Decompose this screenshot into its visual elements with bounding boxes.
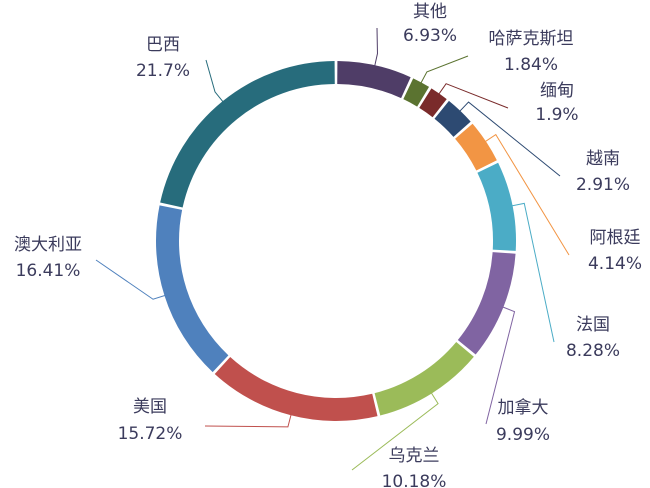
donut-slice-0: [337, 61, 411, 99]
slice-percent-label: 1.84%: [504, 55, 558, 75]
slice-name-label: 美国: [133, 397, 167, 417]
leader-line-7: [351, 391, 439, 471]
slice-name-label: 其他: [413, 2, 447, 22]
leader-line-9: [95, 259, 167, 300]
slice-percent-label: 16.41%: [16, 261, 81, 281]
slice-percent-label: 6.93%: [403, 26, 457, 46]
leader-line-2: [437, 83, 509, 109]
leader-line-6: [485, 306, 516, 425]
slice-name-label: 乌克兰: [389, 446, 440, 466]
slice-percent-label: 2.91%: [576, 175, 630, 195]
leader-lines-layer: [95, 27, 570, 471]
slice-percent-label: 8.28%: [566, 341, 620, 361]
donut-slice-2: [419, 88, 447, 118]
slice-percent-label: 15.72%: [118, 424, 183, 444]
leader-line-8: [204, 413, 292, 428]
donut-slice-3: [434, 100, 471, 137]
slice-name-label: 缅甸: [540, 81, 574, 101]
slice-percent-label: 4.14%: [588, 254, 642, 274]
slice-name-label: 阿根廷: [590, 228, 641, 248]
donut-slice-10: [160, 61, 335, 208]
leader-line-4: [483, 133, 570, 256]
slice-name-label: 澳大利亚: [14, 235, 82, 255]
slice-name-label: 哈萨克斯坦: [489, 29, 574, 49]
donut-slice-4: [455, 123, 497, 171]
slice-percent-label: 21.7%: [136, 61, 190, 81]
slice-name-label: 越南: [586, 149, 620, 169]
leader-line-5: [510, 202, 555, 343]
slice-percent-label: 9.99%: [496, 425, 550, 445]
donut-slice-6: [457, 252, 516, 355]
donut-slice-1: [403, 78, 430, 107]
leader-line-1: [419, 55, 469, 85]
donut-slice-9: [155, 205, 229, 373]
donut-slice-5: [477, 162, 516, 251]
leader-line-10: [205, 59, 225, 104]
slice-percent-label: 10.18%: [382, 472, 447, 488]
donut-slice-7: [374, 341, 474, 416]
leader-line-3: [458, 101, 561, 177]
donut-slice-8: [214, 357, 378, 421]
slices-layer: [155, 61, 516, 421]
slice-name-label: 加拿大: [498, 397, 549, 418]
leader-line-0: [373, 27, 378, 68]
labels-layer: 其他 6.93% 哈萨克斯坦 1.84% 缅甸 1.9% 越南 2.91% 阿根廷 4.14% 法国…: [14, 2, 642, 488]
slice-name-label: 法国: [576, 315, 610, 335]
slice-name-label: 巴西: [146, 35, 180, 55]
slice-percent-label: 1.9%: [535, 105, 578, 125]
